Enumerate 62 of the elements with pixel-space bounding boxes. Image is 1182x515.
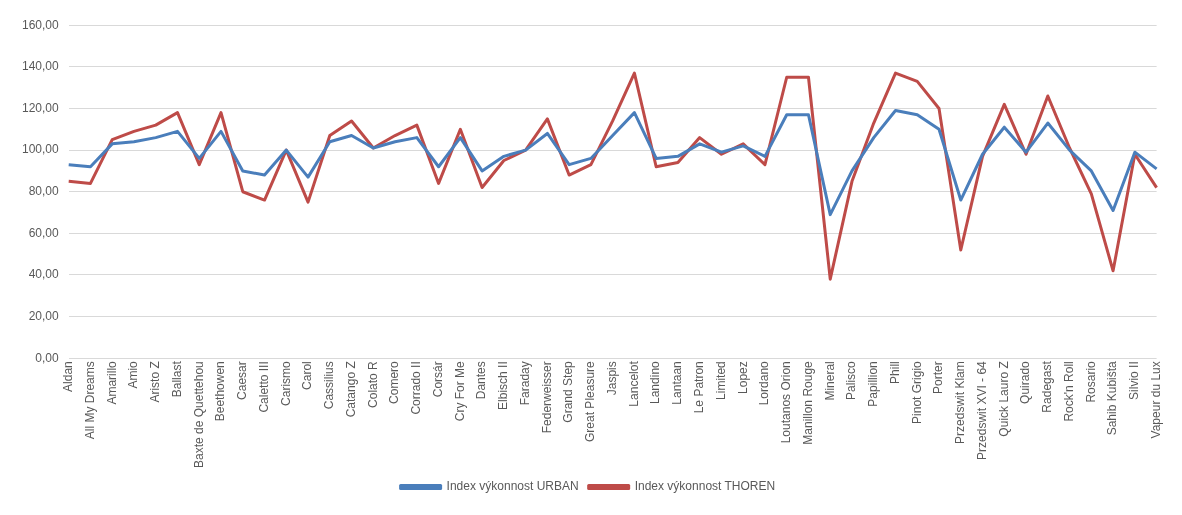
x-tick-label: Mineral bbox=[822, 361, 837, 401]
x-tick-label: Corsár bbox=[430, 361, 445, 398]
x-tick-label: Carol bbox=[300, 361, 315, 390]
x-tick-label: Vapeur du Lux bbox=[1148, 361, 1163, 439]
x-tick-label: Aldan bbox=[61, 361, 76, 392]
y-tick-label: 60,00 bbox=[28, 225, 60, 240]
x-tick-label: Aristo Z bbox=[148, 361, 163, 403]
x-tick-label: Lantaan bbox=[670, 361, 685, 405]
x-tick-label: Beethowen bbox=[213, 361, 228, 422]
y-tick-label: 140,00 bbox=[22, 59, 60, 74]
x-tick-label: Colato R bbox=[365, 360, 380, 408]
x-tick-label: Carismo bbox=[278, 360, 293, 406]
x-tick-label: Ballast bbox=[169, 360, 184, 398]
x-tick-label: Porter bbox=[931, 361, 946, 394]
x-tick-label: Le Patron bbox=[692, 361, 706, 414]
y-tick-label: 160,00 bbox=[22, 17, 60, 32]
x-tick-label: Manillon Rouge bbox=[800, 360, 815, 445]
legend-label: Index výkonnost THOREN bbox=[634, 479, 776, 494]
x-tick-label: Faraday bbox=[517, 361, 532, 406]
legend-label: Index výkonnost URBAN bbox=[446, 479, 579, 494]
x-tick-label: All My Dreams bbox=[82, 361, 97, 440]
x-tick-label: Loutanos Orion bbox=[779, 361, 794, 444]
x-tick-label: Lancelot bbox=[626, 360, 641, 407]
x-tick-label: Papillion bbox=[866, 361, 881, 407]
x-tick-label: Radegast bbox=[1040, 360, 1055, 413]
x-tick-label: Federweisser bbox=[539, 361, 554, 434]
x-tick-label: Great Pleasure bbox=[583, 360, 598, 442]
y-tick-label: 120,00 bbox=[22, 100, 60, 115]
x-tick-label: Lordano bbox=[757, 360, 772, 406]
x-tick-label: Dantes bbox=[474, 361, 489, 400]
x-tick-label: Jaspis bbox=[604, 361, 619, 396]
x-tick-label: Palisco bbox=[844, 360, 859, 400]
x-tick-label: Rock'n Roll bbox=[1061, 361, 1076, 422]
x-tick-label: Grand Step bbox=[561, 360, 576, 423]
x-tick-label: Phill bbox=[887, 361, 902, 384]
x-tick-label: Limited bbox=[713, 361, 728, 400]
x-tick-label: Cassilius bbox=[322, 361, 337, 410]
y-tick-label: 80,00 bbox=[28, 184, 60, 199]
x-tick-label: Amio bbox=[126, 360, 141, 389]
x-tick-label: Elbisch II bbox=[496, 361, 511, 410]
x-tick-label: Caletto III bbox=[256, 361, 271, 413]
x-tick-label: Baxte de Quettehou bbox=[191, 361, 206, 468]
y-tick-label: 0,00 bbox=[35, 350, 60, 365]
x-tick-label: Corrado II bbox=[409, 361, 424, 415]
x-tick-label: Quirado bbox=[1018, 360, 1033, 404]
x-tick-label: Pinot Grigio bbox=[909, 360, 924, 424]
x-tick-label: Caesar bbox=[235, 361, 250, 400]
x-tick-label: Amarillo bbox=[104, 360, 119, 405]
x-tick-label: Sahib Kubišta bbox=[1105, 360, 1120, 436]
y-tick-label: 40,00 bbox=[28, 267, 60, 282]
x-tick-label: Landino bbox=[648, 360, 663, 404]
x-tick-label: Lopez bbox=[735, 361, 750, 394]
x-tick-label: Cry For Me bbox=[452, 360, 467, 422]
x-tick-label: Przedswit Klam bbox=[953, 361, 968, 444]
y-tick-label: 100,00 bbox=[22, 142, 60, 157]
x-tick-label: Rosario bbox=[1083, 360, 1098, 403]
x-tick-label: Quick Lauro Z bbox=[996, 361, 1011, 437]
y-tick-label: 20,00 bbox=[28, 308, 60, 323]
x-tick-label: Silvio II bbox=[1127, 361, 1142, 400]
x-tick-label: Comero bbox=[387, 360, 402, 404]
x-tick-label: Przedswit XVI - 64 bbox=[974, 360, 989, 460]
x-tick-label: Catango Z bbox=[343, 361, 358, 418]
